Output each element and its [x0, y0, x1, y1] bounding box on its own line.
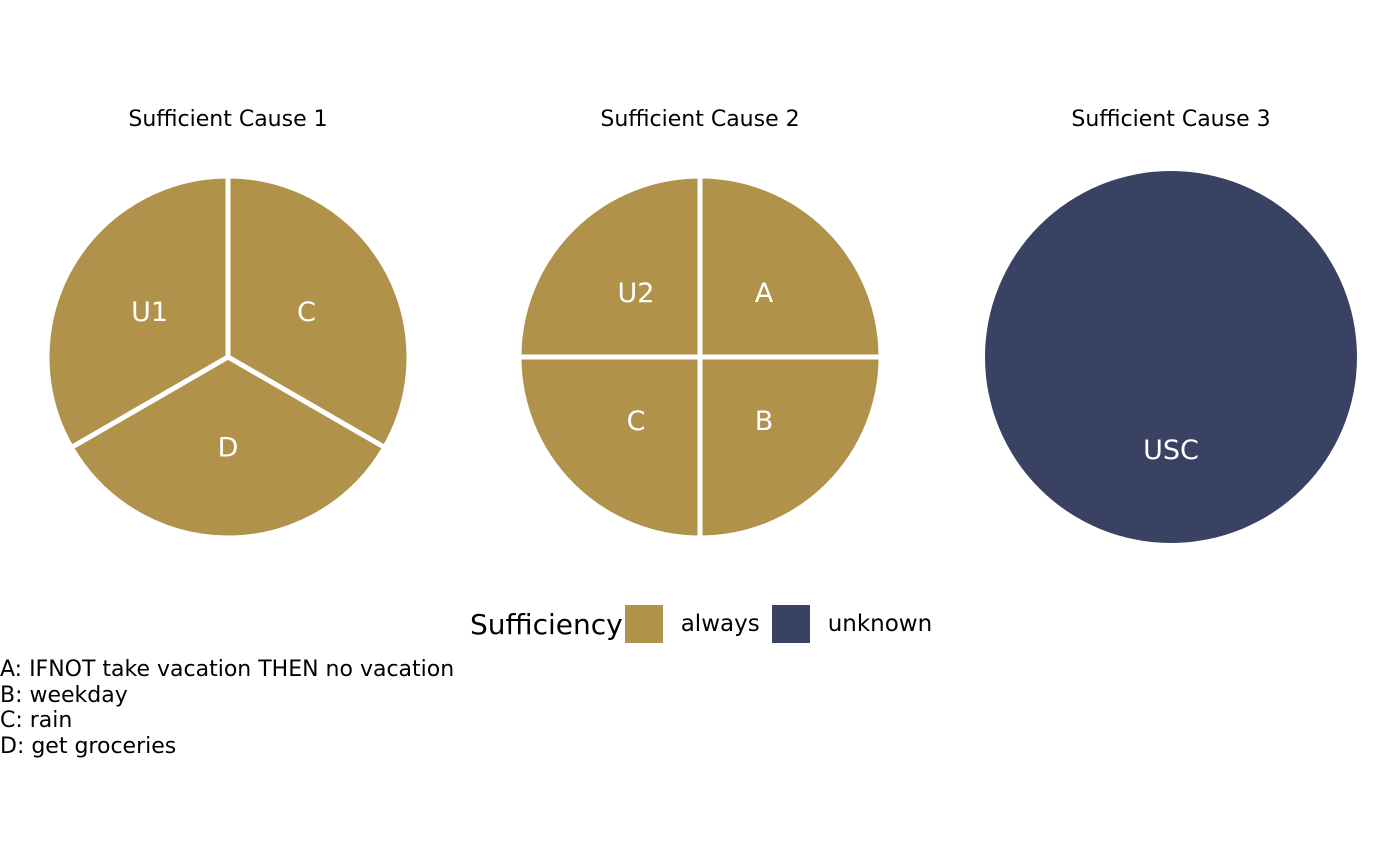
legend-label-unknown: unknown — [827, 611, 933, 637]
slice-label-2-b: B — [755, 406, 774, 437]
legend-label-always: always — [680, 611, 760, 637]
caption-line-c: C: rain — [0, 708, 73, 733]
legend-swatch-unknown — [771, 605, 810, 643]
caption-line-b: B: weekday — [0, 682, 128, 708]
pie-slice-3-usc — [985, 171, 1357, 543]
pie-slice-2-u2 — [516, 173, 703, 360]
slice-label-2-a: A — [755, 278, 774, 309]
legend-swatch-always — [624, 605, 663, 643]
pie-slice-1-c — [225, 173, 412, 451]
slice-label-2-c: C — [627, 406, 646, 437]
caption-line-d: D: get groceries — [0, 733, 177, 759]
pie-panel-2: Sufficient Cause 2 A B C U2 — [516, 107, 884, 541]
slice-label-1-d: D — [218, 433, 239, 464]
slice-label-1-u1: U1 — [131, 297, 168, 328]
slice-label-3-usc: USC — [1143, 435, 1199, 466]
slice-label-1-c: C — [297, 297, 316, 328]
pie-panel-1: Sufficient Cause 1 C D U1 — [44, 107, 412, 541]
pie-panel-3: Sufficient Cause 3 USC — [985, 107, 1357, 543]
pie-slice-2-a — [697, 173, 884, 360]
panel-title-3: Sufficient Cause 3 — [1071, 107, 1270, 132]
legend: Sufficiency always unknown — [470, 605, 944, 643]
panel-title-1: Sufficient Cause 1 — [128, 107, 327, 132]
pie-slice-1-u1 — [44, 173, 231, 451]
slice-label-2-u2: U2 — [618, 278, 655, 309]
panel-title-2: Sufficient Cause 2 — [600, 107, 799, 132]
legend-title: Sufficiency — [470, 607, 623, 641]
caption: A: IFNOT take vacation THEN no vacation … — [0, 657, 454, 759]
pie-slice-2-b — [697, 354, 884, 541]
pie-slice-2-c — [516, 354, 703, 541]
caption-line-a: A: IFNOT take vacation THEN no vacation — [0, 657, 455, 682]
